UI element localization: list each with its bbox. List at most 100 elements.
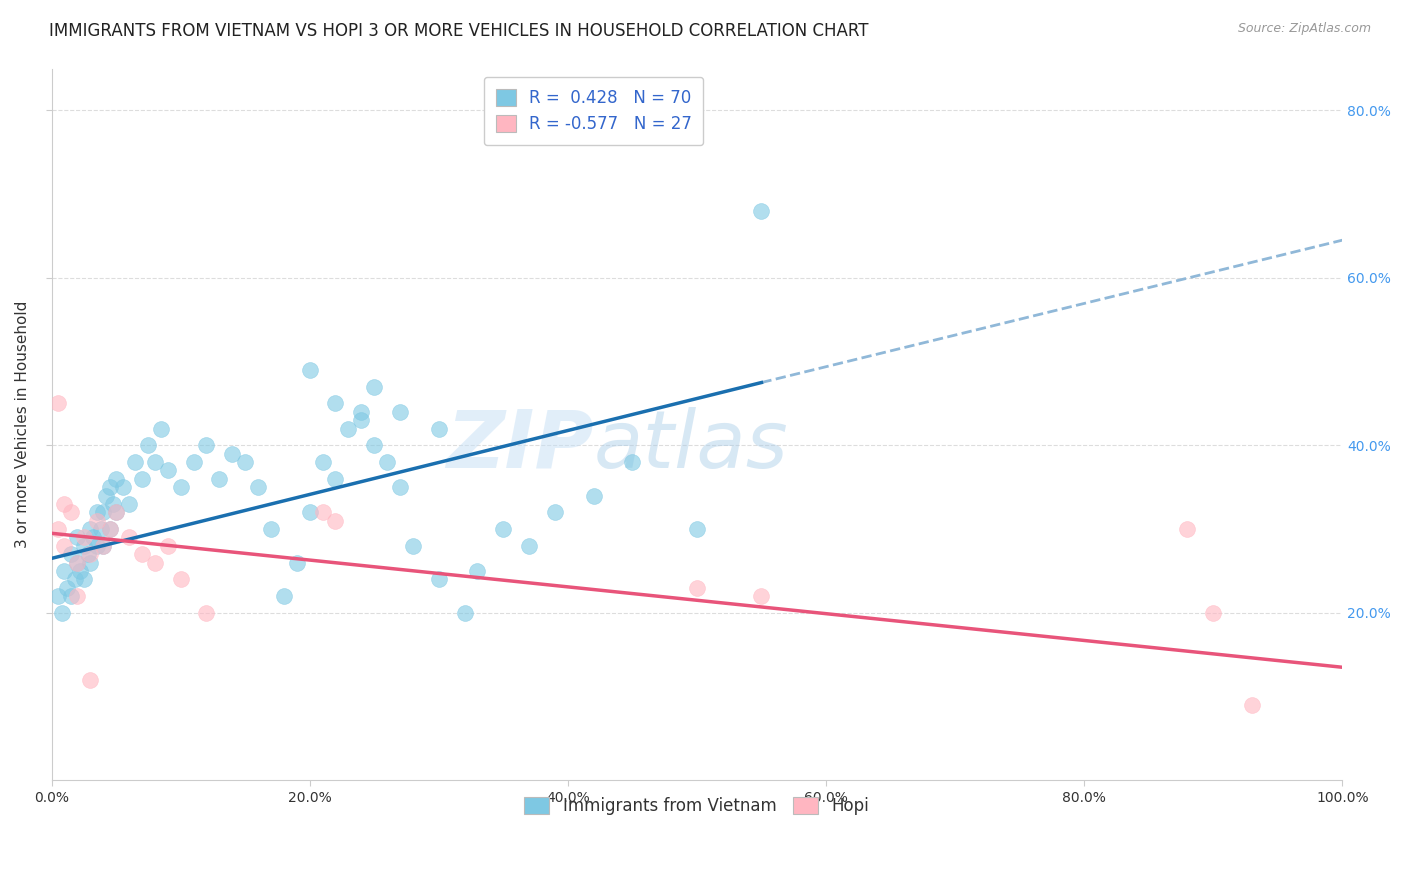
Point — [111, 480, 134, 494]
Point — [90, 522, 112, 536]
Point — [350, 405, 373, 419]
Point — [73, 531, 96, 545]
Point — [298, 363, 321, 377]
Point — [427, 572, 450, 586]
Point — [325, 514, 347, 528]
Point — [79, 522, 101, 536]
Point — [53, 539, 76, 553]
Point — [59, 505, 82, 519]
Text: IMMIGRANTS FROM VIETNAM VS HOPI 3 OR MORE VEHICLES IN HOUSEHOLD CORRELATION CHAR: IMMIGRANTS FROM VIETNAM VS HOPI 3 OR MOR… — [49, 22, 869, 40]
Point — [273, 589, 295, 603]
Point — [169, 480, 191, 494]
Point — [118, 531, 141, 545]
Point — [751, 203, 773, 218]
Point — [195, 438, 218, 452]
Point — [143, 556, 166, 570]
Point — [105, 472, 128, 486]
Point — [325, 396, 347, 410]
Point — [118, 497, 141, 511]
Point — [56, 581, 79, 595]
Point — [66, 556, 89, 570]
Point — [66, 589, 89, 603]
Point — [53, 497, 76, 511]
Point — [79, 556, 101, 570]
Point — [247, 480, 270, 494]
Point — [363, 380, 385, 394]
Point — [156, 539, 179, 553]
Point — [53, 564, 76, 578]
Point — [389, 480, 412, 494]
Point — [86, 514, 108, 528]
Point — [582, 489, 605, 503]
Point — [59, 589, 82, 603]
Point — [91, 505, 114, 519]
Point — [453, 606, 475, 620]
Point — [150, 421, 173, 435]
Point — [86, 505, 108, 519]
Point — [76, 547, 98, 561]
Point — [98, 522, 121, 536]
Point — [221, 447, 243, 461]
Point — [73, 539, 96, 553]
Point — [1202, 606, 1225, 620]
Point — [544, 505, 567, 519]
Point — [124, 455, 146, 469]
Point — [98, 480, 121, 494]
Point — [427, 421, 450, 435]
Point — [91, 539, 114, 553]
Point — [233, 455, 256, 469]
Point — [350, 413, 373, 427]
Point — [467, 564, 489, 578]
Point — [686, 522, 709, 536]
Point — [105, 505, 128, 519]
Point — [105, 505, 128, 519]
Point — [260, 522, 283, 536]
Point — [63, 572, 86, 586]
Point — [183, 455, 205, 469]
Point — [51, 606, 73, 620]
Text: atlas: atlas — [593, 407, 789, 484]
Text: ZIP: ZIP — [446, 407, 593, 484]
Point — [298, 505, 321, 519]
Point — [208, 472, 231, 486]
Point — [621, 455, 644, 469]
Point — [325, 472, 347, 486]
Point — [69, 564, 91, 578]
Point — [103, 497, 125, 511]
Point — [311, 455, 333, 469]
Point — [337, 421, 360, 435]
Point — [143, 455, 166, 469]
Point — [46, 396, 69, 410]
Point — [517, 539, 540, 553]
Point — [285, 556, 308, 570]
Point — [156, 463, 179, 477]
Point — [46, 589, 69, 603]
Point — [686, 581, 709, 595]
Point — [136, 438, 159, 452]
Point — [66, 556, 89, 570]
Point — [59, 547, 82, 561]
Point — [66, 531, 89, 545]
Point — [82, 531, 104, 545]
Point — [751, 589, 773, 603]
Point — [311, 505, 333, 519]
Point — [1177, 522, 1199, 536]
Point — [79, 547, 101, 561]
Point — [195, 606, 218, 620]
Point — [402, 539, 425, 553]
Y-axis label: 3 or more Vehicles in Household: 3 or more Vehicles in Household — [15, 301, 30, 548]
Point — [98, 522, 121, 536]
Point — [1240, 698, 1263, 712]
Text: Source: ZipAtlas.com: Source: ZipAtlas.com — [1237, 22, 1371, 36]
Point — [91, 539, 114, 553]
Point — [492, 522, 515, 536]
Point — [131, 547, 153, 561]
Legend: Immigrants from Vietnam, Hopi: Immigrants from Vietnam, Hopi — [515, 787, 879, 825]
Point — [94, 489, 117, 503]
Point — [169, 572, 191, 586]
Point — [389, 405, 412, 419]
Point — [363, 438, 385, 452]
Point — [375, 455, 398, 469]
Point — [46, 522, 69, 536]
Point — [79, 673, 101, 687]
